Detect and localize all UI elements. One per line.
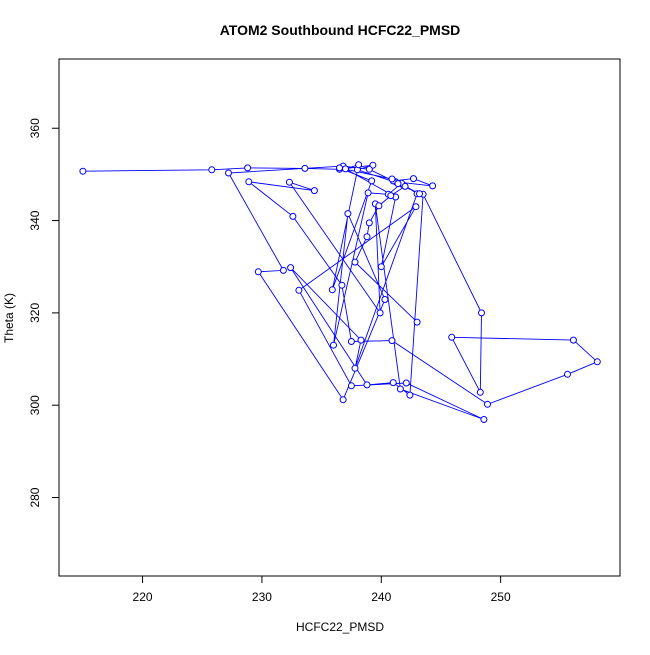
data-point (401, 182, 409, 190)
data-point (289, 212, 297, 220)
data-point (564, 370, 571, 378)
data-point (347, 338, 355, 345)
data-point (254, 268, 262, 276)
data-point (301, 164, 309, 172)
data-point (208, 166, 216, 174)
x-axis: 220 230 240 250 (133, 575, 511, 604)
series-layer (79, 161, 601, 423)
y-axis-label: Theta (K) (2, 293, 16, 343)
data-point (330, 341, 337, 349)
data-point (416, 190, 423, 198)
data-point (593, 358, 601, 366)
data-point (389, 379, 397, 387)
data-point (244, 164, 252, 172)
data-point (338, 281, 346, 289)
series-line (82, 164, 599, 420)
data-point (368, 177, 376, 185)
data-point (388, 175, 396, 183)
data-point (336, 164, 343, 172)
data-point (396, 385, 404, 393)
data-point (413, 318, 421, 326)
x-tick-label: 240 (371, 590, 391, 604)
data-point (328, 286, 336, 294)
data-point (295, 286, 303, 294)
x-tick-label: 250 (491, 590, 511, 604)
y-tick-label: 340 (28, 210, 42, 230)
chart-title: ATOM2 Southbound HCFC22_PMSD (220, 22, 461, 38)
data-point (363, 381, 371, 389)
data-point (285, 178, 293, 186)
data-point (310, 187, 318, 195)
data-point (357, 336, 365, 344)
data-point (569, 336, 577, 344)
data-point (351, 364, 359, 372)
data-point (245, 178, 253, 186)
data-point (365, 165, 373, 173)
data-point (363, 233, 371, 241)
data-point (406, 391, 414, 399)
y-tick-label: 320 (28, 303, 42, 323)
data-point (381, 296, 389, 303)
data-point (339, 396, 347, 404)
y-axis: 280 300 320 340 360 (28, 118, 60, 508)
data-point (287, 264, 295, 272)
data-point (351, 258, 359, 266)
y-tick-label: 280 (28, 487, 42, 507)
data-point (364, 189, 372, 197)
data-point (279, 266, 287, 274)
data-point (347, 382, 355, 390)
data-point (484, 400, 491, 408)
y-tick-label: 300 (28, 395, 42, 415)
x-axis-label: HCFC22_PMSD (296, 620, 384, 634)
x-tick-label: 230 (252, 590, 272, 604)
data-point (355, 161, 363, 169)
data-point (79, 167, 87, 175)
data-point (429, 182, 437, 190)
data-point (376, 309, 384, 317)
data-point (377, 263, 385, 271)
data-point (344, 210, 352, 218)
data-point (480, 416, 488, 423)
data-point (412, 203, 420, 211)
data-point (410, 175, 417, 183)
data-point (402, 379, 410, 387)
x-tick-label: 220 (133, 590, 153, 604)
data-point (342, 165, 349, 173)
y-tick-label: 360 (28, 118, 42, 138)
data-point (394, 180, 402, 188)
data-point (365, 219, 373, 227)
data-point (478, 309, 485, 317)
data-point (375, 202, 383, 210)
data-point (448, 333, 456, 341)
data-point (388, 337, 396, 345)
data-point (225, 169, 232, 177)
data-point (387, 192, 395, 200)
data-point (476, 388, 484, 396)
